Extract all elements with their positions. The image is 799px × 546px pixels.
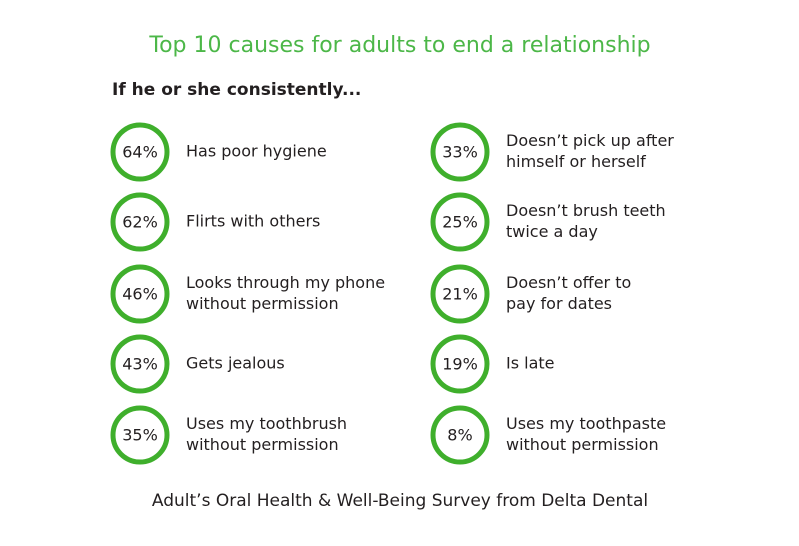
cause-label: Has poor hygiene — [186, 142, 327, 161]
cause-label: himself or herself — [506, 152, 646, 171]
percent: 64% — [122, 143, 158, 162]
percent: 8% — [447, 426, 472, 445]
percent-ring — [110, 192, 170, 252]
cause-label: pay for dates — [506, 294, 612, 313]
percent-ring — [430, 264, 490, 324]
cause-label: Doesn’t brush teeth — [506, 201, 666, 220]
cause-label: Looks through my phone — [186, 273, 385, 292]
cause-label: Doesn’t pick up after — [506, 131, 674, 150]
subtitle: If he or she consistently... — [112, 80, 361, 100]
percent: 21% — [442, 285, 478, 304]
percent: 46% — [122, 285, 158, 304]
percent-ring — [430, 334, 490, 394]
percent: 25% — [442, 213, 478, 232]
cause-label: without permission — [506, 435, 659, 454]
percent-ring — [110, 122, 170, 182]
cause-label: Uses my toothbrush — [186, 414, 347, 433]
percent-ring — [110, 405, 170, 465]
percent-ring — [430, 122, 490, 182]
cause-label: Flirts with others — [186, 212, 320, 231]
percent-ring — [430, 192, 490, 252]
percent: 35% — [122, 426, 158, 445]
cause-label: Gets jealous — [186, 354, 285, 373]
percent: 43% — [122, 355, 158, 374]
cause-label: without permission — [186, 294, 339, 313]
percent: 62% — [122, 213, 158, 232]
percent: 19% — [442, 355, 478, 374]
percent-ring — [110, 334, 170, 394]
cause-label: Uses my toothpaste — [506, 414, 666, 433]
percent: 33% — [442, 143, 478, 162]
percent-ring — [430, 405, 490, 465]
cause-label: Is late — [506, 354, 555, 373]
title: Top 10 causes for adults to end a relati… — [148, 33, 650, 58]
cause-label: without permission — [186, 435, 339, 454]
percent-ring — [110, 264, 170, 324]
footer: Adult’s Oral Health & Well-Being Survey … — [152, 491, 648, 511]
cause-label: Doesn’t offer to — [506, 273, 631, 292]
cause-label: twice a day — [506, 222, 598, 241]
